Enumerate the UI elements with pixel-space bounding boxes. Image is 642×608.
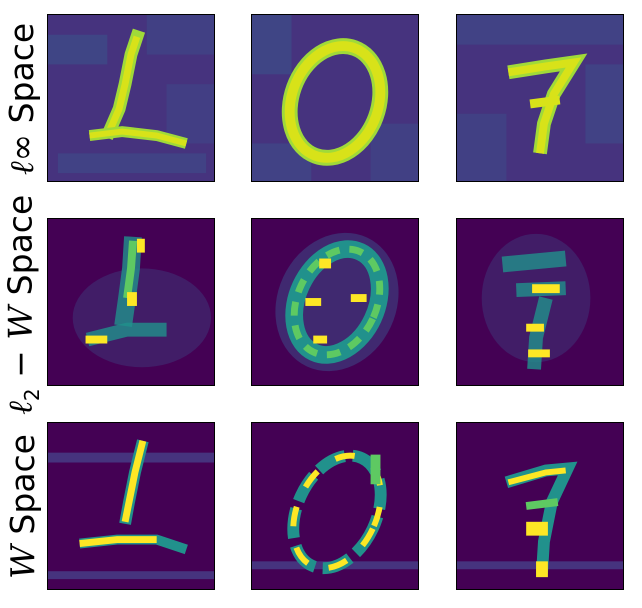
panel-l2w-digit-0 — [251, 218, 419, 386]
panel-linf-digit-7 — [456, 14, 624, 182]
w-var: W — [2, 544, 42, 579]
row-label-l2w: ℓ2 − W Space — [0, 195, 44, 415]
l2w-var: W — [0, 306, 40, 340]
digit-0-image — [252, 219, 418, 385]
linf-symbol: ℓ∞ — [2, 133, 42, 176]
l2-symbol: ℓ — [0, 401, 40, 416]
linf-suffix: Space — [2, 22, 42, 134]
panel-linf-digit-1 — [47, 14, 215, 182]
digit-7-image — [457, 219, 623, 385]
panel-l2w-digit-7 — [456, 218, 624, 386]
panel-w-digit-0 — [251, 422, 419, 590]
w-suffix: Space — [2, 433, 42, 545]
digit-1-image — [48, 423, 214, 589]
row-label-w: W Space — [0, 420, 44, 592]
digit-7-image — [457, 15, 623, 181]
digit-0-image — [252, 15, 418, 181]
l2w-minus: − — [0, 339, 40, 389]
panel-l2w-digit-1 — [47, 218, 215, 386]
panel-linf-digit-0 — [251, 14, 419, 182]
l2w-suffix: Space — [0, 194, 40, 307]
digit-1-image — [48, 219, 214, 385]
panel-w-digit-1 — [47, 422, 215, 590]
digit-7-image — [457, 423, 623, 589]
digit-1-image — [48, 15, 214, 181]
l2-subscript: 2 — [19, 388, 44, 402]
row-label-linf: ℓ∞ Space — [0, 14, 44, 184]
digit-0-image — [252, 423, 418, 589]
panel-w-digit-7 — [456, 422, 624, 590]
